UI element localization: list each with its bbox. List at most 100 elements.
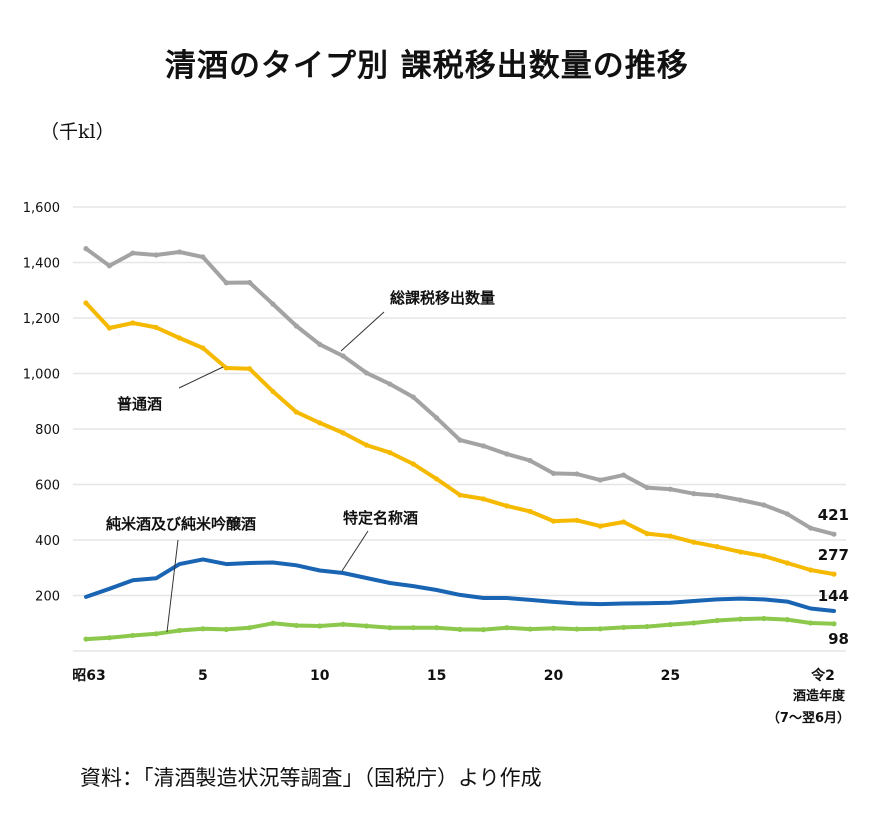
data-point-junmai [200,626,206,632]
data-point-total [153,252,159,258]
data-point-total [761,502,767,508]
data-point-junmai [784,617,790,623]
annotation-tokutei: 特定名称酒 [343,509,418,527]
data-point-junmai [223,626,229,632]
data-point-total [597,477,603,483]
data-point-total [293,323,299,329]
leader-line-total [340,311,385,352]
y-tick-label: 1,400 [23,257,60,272]
data-point-total [83,246,89,252]
data-point-total [317,341,323,347]
x-tick-label: 15 [427,668,446,684]
data-point-total [691,491,697,497]
data-point-junmai [831,621,837,627]
data-point-junmai [270,620,276,626]
data-point-junmai [340,621,346,627]
data-point-futsu [200,345,206,351]
end-label-total: 421 [818,506,849,524]
data-point-futsu [387,449,393,456]
x-axis-note-line-1: 酒造年度 [793,688,846,704]
data-point-futsu [527,508,533,515]
series-line-tokutei [84,557,836,613]
y-tick-label: 1,200 [23,312,60,327]
end-label-futsu: 277 [818,546,849,564]
y-tick-label: 1,600 [23,201,60,216]
gridlines [73,206,846,652]
data-point-junmai [527,626,533,632]
data-point-junmai [457,626,463,632]
data-point-total [363,370,370,376]
data-point-futsu [247,366,253,372]
data-point-total [247,279,253,286]
data-point-total [527,458,533,464]
data-point-futsu [293,409,299,415]
data-point-futsu [106,325,112,331]
data-point-futsu [550,518,557,524]
data-point-futsu [457,492,463,498]
data-point-junmai [480,627,486,633]
data-point-futsu [317,420,323,426]
y-axis-ticks: 200 400 600 800 1,000 1,200 1,400 1,600 [23,201,60,605]
data-point-futsu [363,442,370,448]
data-point-total [410,394,416,400]
data-point-futsu [410,461,416,467]
x-tick-label: 昭63 [72,668,105,684]
source-note: 資料：「清酒製造状況等調査」（国税庁）より作成 [80,766,542,790]
x-tick-label: 令2 [810,667,835,684]
series-junmai [83,615,837,642]
data-point-futsu [597,523,603,529]
annotations: 総課税移出数量 普通酒 特定名称酒 純米酒及び純米吟醸酒 [106,289,495,633]
data-point-futsu [574,517,580,523]
data-point-futsu [761,553,767,559]
y-tick-label: 400 [35,534,60,549]
data-point-junmai [667,622,673,628]
data-point-futsu [714,544,720,550]
data-point-junmai [434,625,440,631]
data-point-futsu [784,560,790,566]
data-point-junmai [504,625,510,631]
leader-line-tokutei [341,530,369,572]
data-point-total [457,437,463,443]
x-axis-note: 酒造年度 （7～翌6月） [767,688,850,726]
series-total [83,246,837,537]
data-point-futsu [691,539,697,545]
data-point-futsu [223,365,229,371]
chart-title: 清酒のタイプ別 課税移出数量の推移 [165,48,689,84]
data-point-futsu [644,531,650,537]
data-point-total [644,484,650,491]
data-point-junmai [387,625,393,631]
data-point-junmai [597,626,603,632]
series-futsu [83,300,837,577]
data-point-junmai [691,620,697,626]
x-axis-note-line-2: （7～翌6月） [767,710,850,726]
data-point-futsu [176,335,183,341]
data-point-futsu [340,430,346,436]
data-point-futsu [83,300,89,306]
data-point-total [223,280,229,286]
data-point-total [808,525,814,531]
data-point-futsu [480,496,486,502]
data-point-junmai [644,623,650,630]
annotation-futsu: 普通酒 [117,395,162,413]
data-point-total [667,486,673,492]
end-label-tokutei: 144 [818,587,849,605]
data-point-futsu [737,549,744,555]
data-point-total [270,301,276,307]
data-point-total [434,415,440,421]
data-point-total [737,497,744,503]
data-point-futsu [831,571,837,577]
data-point-total [504,451,510,457]
data-point-futsu [667,533,673,539]
x-tick-label: 20 [544,668,564,684]
data-point-total [714,493,720,499]
data-point-total [387,381,393,387]
data-point-futsu [270,388,276,395]
data-point-futsu [504,503,510,509]
leader-line-junmai [166,539,179,633]
data-point-junmai [317,623,323,629]
x-tick-label: 10 [310,668,330,684]
y-tick-label: 200 [35,590,60,605]
x-axis-ticks: 昭63 5 10 15 20 25 令2 [72,667,835,684]
end-label-junmai: 98 [828,630,849,648]
end-value-labels: 421 277 144 98 [818,506,849,648]
